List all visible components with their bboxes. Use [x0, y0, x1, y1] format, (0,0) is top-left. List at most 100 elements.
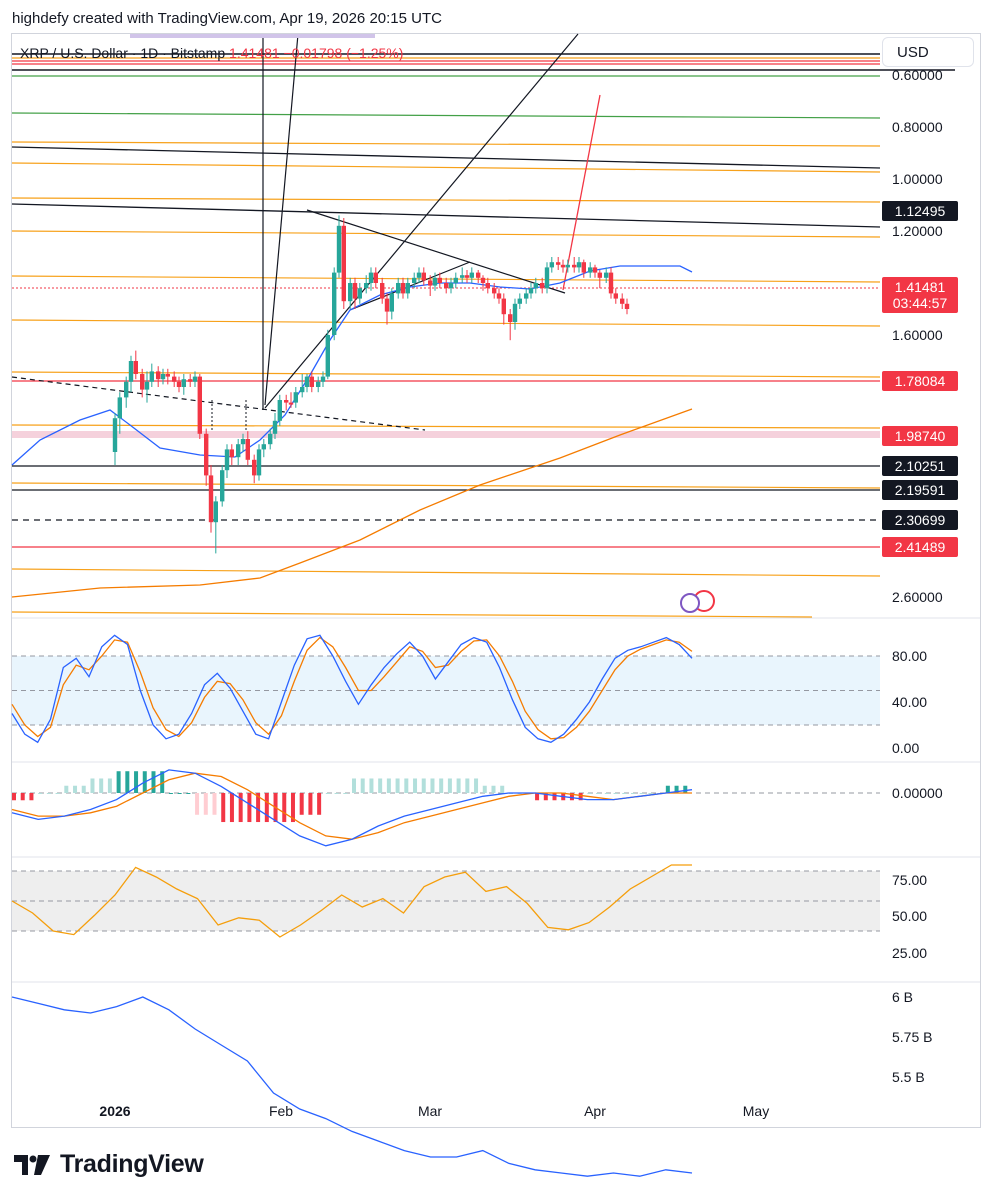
macd-histogram-bar — [474, 778, 479, 793]
macd-line — [11, 769, 693, 847]
macd-histogram-bar — [604, 793, 609, 794]
candle-body — [517, 298, 522, 304]
price-badge — [882, 510, 958, 530]
candle-body — [357, 288, 362, 299]
price-axis-tick: 2.60000 — [892, 589, 943, 605]
candles-group — [112, 215, 630, 554]
tradingview-logo-icon — [14, 1154, 50, 1175]
macd-histogram-bar — [221, 793, 226, 823]
macd-histogram-bar — [282, 793, 287, 823]
macd-histogram-bar — [29, 793, 34, 801]
candle-body — [608, 272, 614, 294]
candle-body — [316, 381, 321, 387]
price-badge-label: 2.19591 — [895, 482, 946, 498]
macd-histogram-bar — [299, 793, 304, 815]
candle-body — [460, 275, 465, 278]
volume-axis-tick: 6 B — [892, 989, 913, 1005]
macd-histogram-bar — [90, 778, 95, 793]
candle-body — [444, 283, 449, 289]
currency-button[interactable]: USD — [882, 37, 974, 67]
time-axis-label: May — [743, 1103, 769, 1119]
macd-histogram-bar — [264, 793, 269, 823]
macd-histogram-bar — [622, 793, 627, 794]
tradingview-logo[interactable]: TradingView — [14, 1150, 204, 1179]
candle-body — [284, 400, 289, 403]
level-line-orange — [11, 482, 881, 489]
time-axis-label: 2026 — [99, 1103, 130, 1119]
price-badge — [882, 537, 958, 557]
macd-histogram-bar — [447, 778, 452, 793]
candle-body — [588, 267, 593, 273]
candle-body — [604, 272, 609, 278]
macd-histogram-bar — [630, 793, 635, 794]
macd-histogram-bar — [465, 778, 470, 793]
candle-body — [620, 298, 625, 304]
macd-histogram-bar — [134, 771, 139, 793]
macd-histogram-bar — [212, 793, 217, 815]
level-line-orange — [11, 162, 881, 173]
candle-body — [272, 420, 278, 434]
candle-body — [165, 374, 170, 377]
trend-line-dashed — [11, 376, 426, 431]
candle-body — [544, 267, 550, 289]
macd-histogram-bar — [352, 778, 356, 793]
candle-body — [373, 272, 378, 283]
macd-histogram-bar — [186, 793, 191, 794]
ema-200-line — [11, 408, 693, 598]
macd-histogram-bar — [168, 793, 173, 794]
stoch-k-line — [11, 634, 693, 744]
brand-name: TradingView — [60, 1150, 204, 1178]
candle-body — [576, 262, 582, 268]
candle-body — [208, 475, 214, 523]
level-line-orange — [11, 197, 881, 203]
price-axis-tick: 1.20000 — [892, 223, 943, 239]
macd-histogram-bar — [290, 793, 295, 823]
level-line-orange — [11, 230, 881, 238]
stoch-d-line — [11, 636, 693, 740]
price-badge-label: 1.78084 — [895, 373, 946, 389]
macd-histogram-bar — [430, 778, 435, 793]
macd-axis-tick: 0.00000 — [892, 785, 943, 801]
candle-body — [437, 277, 442, 283]
candle-body — [512, 303, 518, 322]
macd-histogram-bar — [343, 793, 348, 794]
level-line-green — [11, 112, 881, 119]
macd-histogram-bar — [578, 793, 583, 801]
macd-histogram-bar — [177, 793, 182, 794]
price-axis-tick: 0.80000 — [892, 119, 943, 135]
candle-body — [528, 288, 534, 294]
macd-histogram-bar — [587, 793, 592, 794]
symbol-name: XRP / U.S. Dollar · 1D · Bitstamp — [20, 45, 226, 61]
macd-histogram-bar — [569, 793, 574, 801]
candle-body — [396, 283, 401, 294]
candle-body — [496, 293, 502, 299]
candle-body — [268, 433, 273, 445]
macd-histogram-bar — [378, 778, 383, 793]
candle-body — [325, 335, 330, 377]
candle-body — [549, 262, 554, 268]
candle-body — [453, 277, 458, 283]
candle-body — [492, 288, 497, 294]
macd-histogram-bar — [238, 793, 243, 823]
candle-body — [348, 283, 353, 302]
macd-histogram-bar — [500, 785, 505, 793]
candle-body — [293, 392, 298, 403]
candle-body — [229, 449, 234, 458]
macd-histogram-bar — [325, 793, 330, 794]
macd-histogram-bar — [81, 785, 86, 793]
candle-body — [384, 298, 390, 312]
macd-histogram-bar — [229, 793, 234, 823]
price-badge — [882, 426, 958, 446]
candle-body — [624, 303, 630, 309]
macd-histogram-bar — [99, 778, 104, 793]
macd-histogram-bar — [107, 778, 112, 793]
symbol-legend[interactable]: XRP / U.S. Dollar · 1D · Bitstamp 1.4148… — [20, 45, 403, 61]
candle-body — [352, 283, 358, 299]
candle-body — [252, 459, 257, 476]
stoch-axis-tick: 0.00 — [892, 740, 919, 756]
price-badge-label: 1.98740 — [895, 428, 946, 444]
candle-body — [277, 400, 282, 421]
candle-body — [261, 444, 266, 450]
candle-body — [133, 361, 138, 374]
